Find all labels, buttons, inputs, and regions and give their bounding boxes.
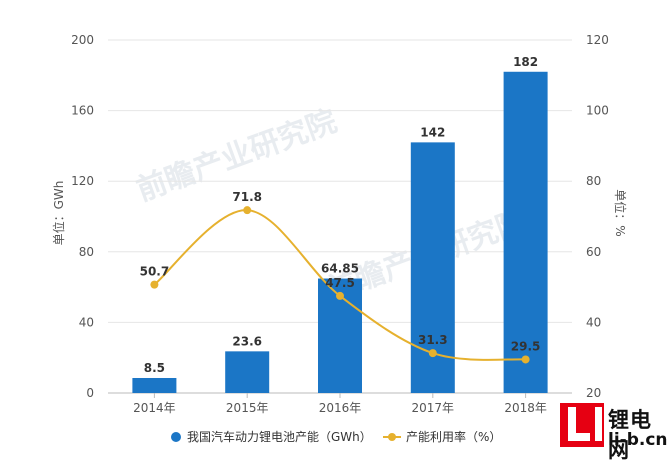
bar-data-label: 182: [513, 55, 538, 69]
data-labels: 8.5 23.6 64.85 142 182 50.7 71.8 47.5 31.3 29.5: [140, 55, 541, 375]
line-data-label: 71.8: [232, 190, 262, 204]
line-point: [243, 206, 252, 215]
line-point: [336, 291, 344, 300]
left-axis-title: 单位：GWh: [51, 181, 66, 246]
y-tick-label: 40: [79, 315, 94, 329]
bar: [225, 351, 270, 393]
y-tick-label: 200: [71, 33, 94, 47]
legend: 我国汽车动力锂电池产能（GWh） 产能利用率（%）: [171, 429, 501, 444]
line-data-label: 29.5: [511, 339, 541, 353]
x-tick-label: 2015年: [226, 401, 269, 415]
line-data-label: 31.3: [418, 333, 448, 347]
y-tick-label: 160: [71, 104, 94, 118]
y2-tick-label: 80: [586, 174, 601, 188]
y2-tick-label: 100: [586, 104, 609, 118]
y2-tick-label: 60: [586, 245, 601, 259]
y-tick-label: 120: [71, 174, 94, 188]
y-tick-label: 0: [86, 386, 94, 400]
libcn-logo-icon: [560, 403, 604, 447]
left-axis-ticks: 0 40 80 120 160 200: [71, 33, 94, 400]
y2-tick-label: 120: [586, 33, 609, 47]
bar-data-label: 8.5: [144, 361, 165, 375]
x-tick-label: 2017年: [412, 401, 455, 415]
bar: [503, 71, 548, 394]
y-tick-label: 80: [79, 245, 94, 259]
bar: [132, 377, 177, 393]
line-point: [521, 355, 530, 364]
right-axis-title: 单位：%: [613, 189, 628, 236]
legend-line-label: 产能利用率（%）: [406, 429, 501, 444]
bar-data-label: 23.6: [232, 334, 262, 348]
y2-tick-label: 40: [586, 315, 601, 329]
x-axis-ticks: 2014年 2015年 2016年 2017年 2018年: [133, 393, 547, 415]
line-point: [428, 349, 437, 358]
bar-data-label: 142: [420, 125, 445, 139]
y2-tick-label: 20: [586, 386, 601, 400]
x-tick-label: 2014年: [133, 401, 176, 415]
line-data-label: 47.5: [325, 276, 355, 290]
legend-bar-label: 我国汽车动力锂电池产能（GWh）: [187, 429, 372, 444]
legend-bar-swatch: [171, 432, 181, 442]
legend-line-marker: [388, 433, 396, 441]
right-axis-ticks: 20 40 60 80 100 120: [586, 33, 609, 400]
utilization-line: [153, 209, 526, 361]
logo-en-text: li-b.cn: [608, 430, 668, 450]
x-tick-label: 2016年: [319, 401, 362, 415]
line-series: [150, 206, 530, 364]
line-data-label: 50.7: [140, 265, 170, 279]
bar-data-label: 64.85: [321, 262, 359, 276]
x-tick-label: 2018年: [504, 401, 547, 415]
line-point: [150, 280, 159, 289]
